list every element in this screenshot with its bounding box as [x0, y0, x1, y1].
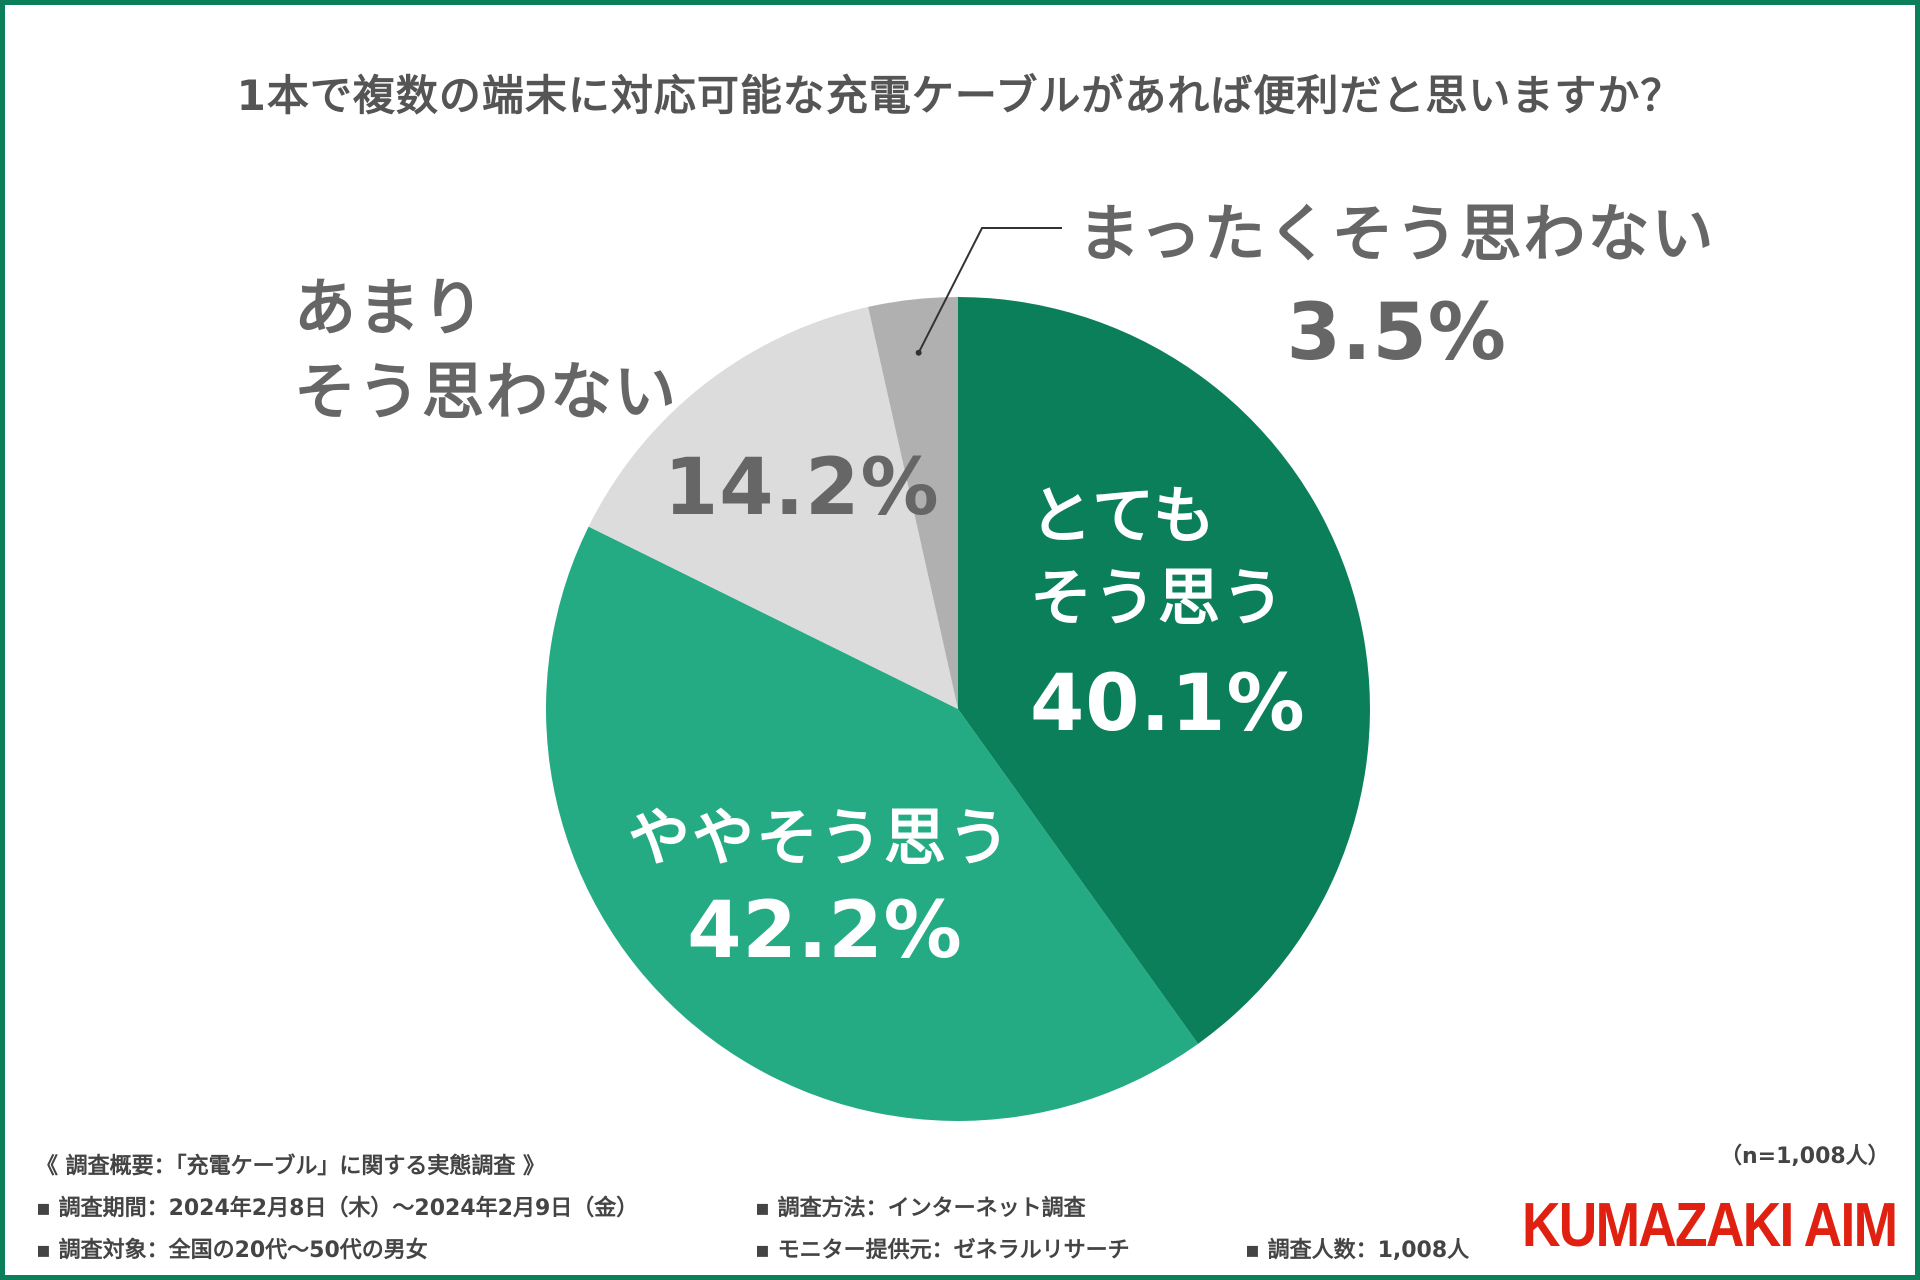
survey-heading: 《 調査概要：「充電ケーブル」に関する実態調査 》 — [36, 1154, 546, 1179]
sample-size-note: （n=1,008人） — [1720, 1144, 1890, 1169]
data-label: 14.2% — [664, 443, 940, 534]
slice-strongly-agree — [958, 297, 1370, 1044]
category-label: そう思わない — [294, 354, 679, 428]
survey-count: ▪ 調査人数：1,008人 — [1245, 1238, 1470, 1263]
label-somewhat-agree: ややそう思う 42.2% — [628, 800, 1012, 979]
survey-provider: ▪ モニター提供元：ゼネラルリサーチ — [755, 1238, 1130, 1263]
label-strongly-disagree: まったくそう思わない 3.5% — [1078, 196, 1716, 381]
category-label: とても — [1030, 479, 1218, 552]
category-label: そう思う — [1030, 560, 1287, 634]
survey-target: ▪ 調査対象：全国の20代〜50代の男女 — [36, 1238, 428, 1263]
survey-method: ▪ 調査方法：インターネット調査 — [755, 1196, 1086, 1221]
company-logo: KUMAZAKI AIM — [1522, 1191, 1898, 1260]
data-label: 3.5% — [1286, 287, 1507, 378]
label-strongly-agree: とても そう思う 40.1% — [1030, 478, 1306, 752]
slice-somewhat-agree — [546, 526, 1199, 1121]
survey-period: ▪ 調査期間：2024年2月8日（木）〜2024年2月9日（金） — [36, 1196, 639, 1221]
slice-rather-disagree — [588, 306, 958, 709]
data-label: 40.1% — [1030, 659, 1306, 750]
category-label: まったくそう思わない — [1078, 197, 1716, 270]
label-rather-disagree: あまり そう思わない 14.2% — [294, 270, 940, 536]
data-label: 42.2% — [687, 885, 963, 976]
slice-strongly-disagree — [868, 297, 958, 709]
category-label: あまり — [294, 271, 487, 344]
chart-title: 1本で複数の端末に対応可能な充電ケーブルがあれば便利だと思いますか？ — [236, 71, 1684, 120]
category-label: ややそう思う — [628, 801, 1013, 874]
leader-line — [917, 227, 1062, 354]
